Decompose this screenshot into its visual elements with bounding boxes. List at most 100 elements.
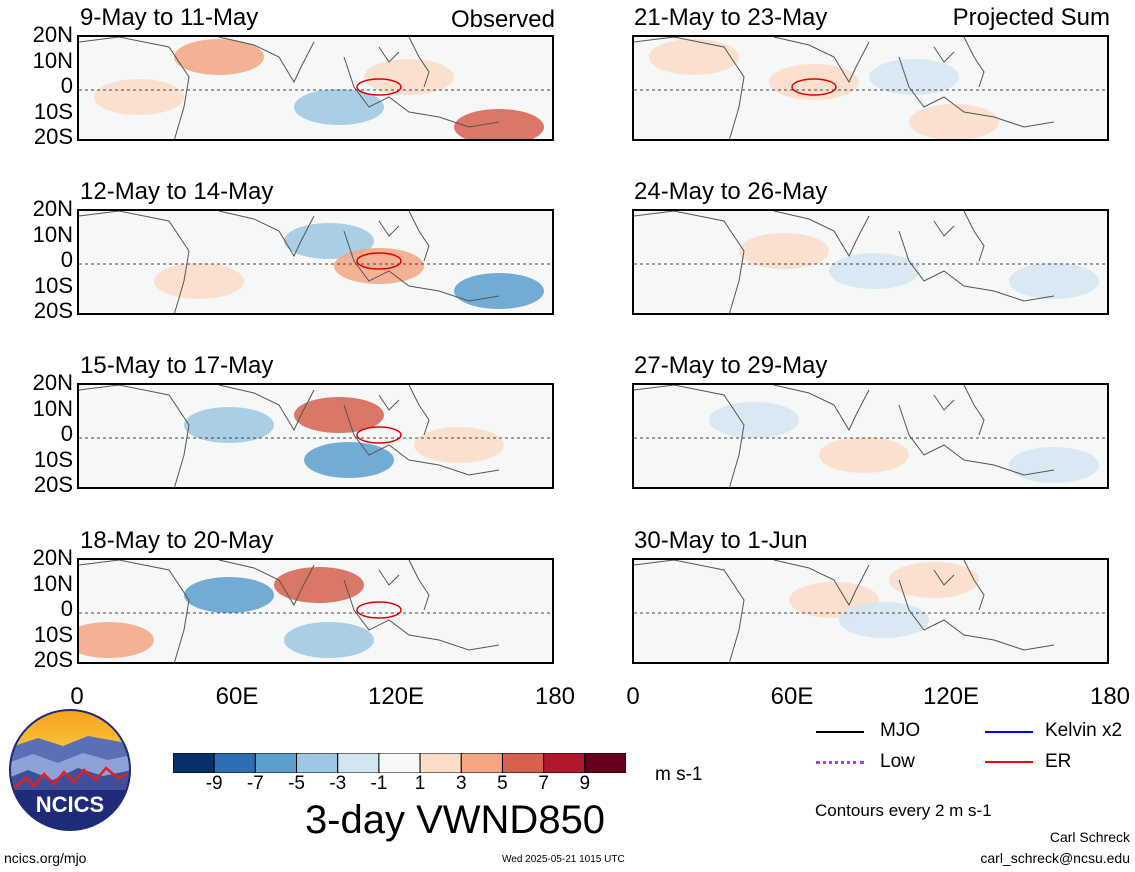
- colorbar-tick-label: 7: [538, 773, 549, 794]
- lon-label-180: 180: [534, 683, 576, 710]
- contours-note: Contours every 2 m s-1: [815, 801, 992, 820]
- map-field: [79, 37, 552, 139]
- map-panel-projected-4: [632, 558, 1109, 664]
- colorbar-box: [337, 752, 380, 774]
- lat-label: 20N: [32, 196, 73, 221]
- colorbar-box: [172, 752, 215, 774]
- anomaly-shade: [294, 397, 384, 433]
- lon-label-120e-right: 120E: [922, 683, 980, 710]
- panel-title-5: 21-May to 23-May: [634, 4, 828, 31]
- legend-mjo: MJO: [880, 720, 921, 741]
- kelvin-line-icon: [985, 731, 1033, 733]
- lon-label-60e: 60E: [215, 683, 259, 710]
- panel-title-2: 12-May to 14-May: [80, 178, 274, 205]
- anomaly-shade: [184, 407, 274, 443]
- colorbar-tick-label: -9: [205, 773, 223, 794]
- map-field: [634, 385, 1107, 487]
- anomaly-shade: [1009, 263, 1099, 299]
- observed-label: Observed: [450, 6, 555, 33]
- er-contour: [791, 78, 837, 96]
- colorbar-tick-label: -7: [246, 773, 264, 794]
- coastline: [634, 37, 1055, 139]
- lat-label: 10S: [33, 621, 73, 647]
- colorbar-tick-label: -5: [288, 773, 305, 794]
- map-field: [79, 385, 552, 487]
- anomaly-shade: [274, 567, 364, 603]
- map-field: [79, 560, 552, 662]
- coastline: [79, 560, 500, 662]
- anomaly-shade: [284, 223, 374, 259]
- colorbar-tick-label: 1: [414, 773, 426, 794]
- colorbar-tick-label: 3: [455, 773, 467, 794]
- anomaly-shade: [364, 59, 454, 95]
- anomaly-shade: [94, 79, 184, 115]
- lat-label: 20S: [33, 472, 73, 497]
- lon-label-60e-right: 60E: [770, 683, 814, 710]
- low-line-icon: [816, 761, 864, 764]
- map-field: [634, 560, 1107, 662]
- lat-label: 20N: [32, 545, 73, 570]
- projected-label: Projected Sum: [952, 4, 1110, 31]
- map-panel-observed-4: [77, 558, 554, 664]
- lat-label: 20N: [32, 22, 73, 47]
- lat-label: 10N: [32, 395, 73, 421]
- lat-label: 20S: [33, 124, 73, 149]
- panel-title-7: 27-May to 29-May: [634, 352, 828, 379]
- anomaly-shade: [889, 562, 979, 598]
- map-field: [634, 211, 1107, 313]
- colorbar-tick-label: 5: [497, 773, 508, 794]
- lat-label: 10N: [32, 221, 73, 247]
- colorbar-box: [378, 752, 421, 774]
- legend-er: ER: [1045, 751, 1072, 772]
- coastline: [634, 211, 1055, 313]
- er-contour: [356, 601, 402, 619]
- lon-label-0: 0: [70, 683, 84, 710]
- lat-label: 10S: [33, 272, 73, 298]
- colorbar-box: [584, 752, 627, 774]
- coastline: [79, 37, 500, 139]
- anomaly-shade: [709, 402, 799, 438]
- er-contour: [356, 426, 402, 444]
- ncics-logo: NCICS: [8, 708, 132, 832]
- coastline: [634, 385, 1055, 487]
- colorbar-units: m s-1: [655, 764, 703, 785]
- anomaly-shade: [454, 109, 544, 139]
- legend-low: Low: [880, 751, 915, 772]
- colorbar-box: [213, 752, 256, 774]
- anomaly-shade: [649, 39, 739, 75]
- colorbar-box: [254, 752, 298, 774]
- main-title: 3-day VWND850: [304, 798, 606, 842]
- colorbar-box: [460, 752, 503, 774]
- map-panel-observed-3: [77, 383, 554, 489]
- anomaly-shade: [304, 442, 394, 478]
- colorbar-tick-label: -1: [370, 773, 388, 794]
- footer-author: Carl Schreck: [1049, 829, 1130, 845]
- map-panel-projected-3: [632, 383, 1109, 489]
- anomaly-shade: [184, 577, 274, 613]
- footer-timestamp: Wed 2025-05-21 1015 UTC: [502, 854, 625, 865]
- lon-label-0-right: 0: [626, 683, 640, 710]
- anomaly-shade: [79, 622, 154, 658]
- footer-email[interactable]: carl_schreck@ncsu.edu: [980, 850, 1130, 866]
- colorbar-tick-label: 9: [579, 773, 591, 794]
- map-panel-observed-1: [77, 35, 554, 141]
- anomaly-shade: [769, 64, 859, 100]
- colorbar-tick-label: -3: [329, 773, 347, 794]
- colorbar: [172, 752, 627, 774]
- anomaly-shade: [294, 89, 384, 125]
- anomaly-shade: [334, 248, 424, 284]
- lat-label: 0: [60, 421, 73, 446]
- anomaly-shade: [909, 104, 999, 139]
- map-panel-projected-2: [632, 209, 1109, 315]
- coastline: [79, 211, 500, 313]
- panel-title-6: 24-May to 26-May: [634, 178, 828, 205]
- anomaly-shade: [829, 253, 919, 289]
- map-field: [79, 211, 552, 313]
- panel-title-8: 30-May to 1-Jun: [634, 527, 808, 554]
- legend-kelvin: Kelvin x2: [1045, 720, 1123, 741]
- lat-label: 20S: [33, 647, 73, 672]
- er-line-icon: [985, 761, 1033, 763]
- lat-label: 10S: [33, 98, 73, 124]
- anomaly-shade: [869, 59, 959, 95]
- footer-url[interactable]: ncics.org/mjo: [4, 850, 87, 866]
